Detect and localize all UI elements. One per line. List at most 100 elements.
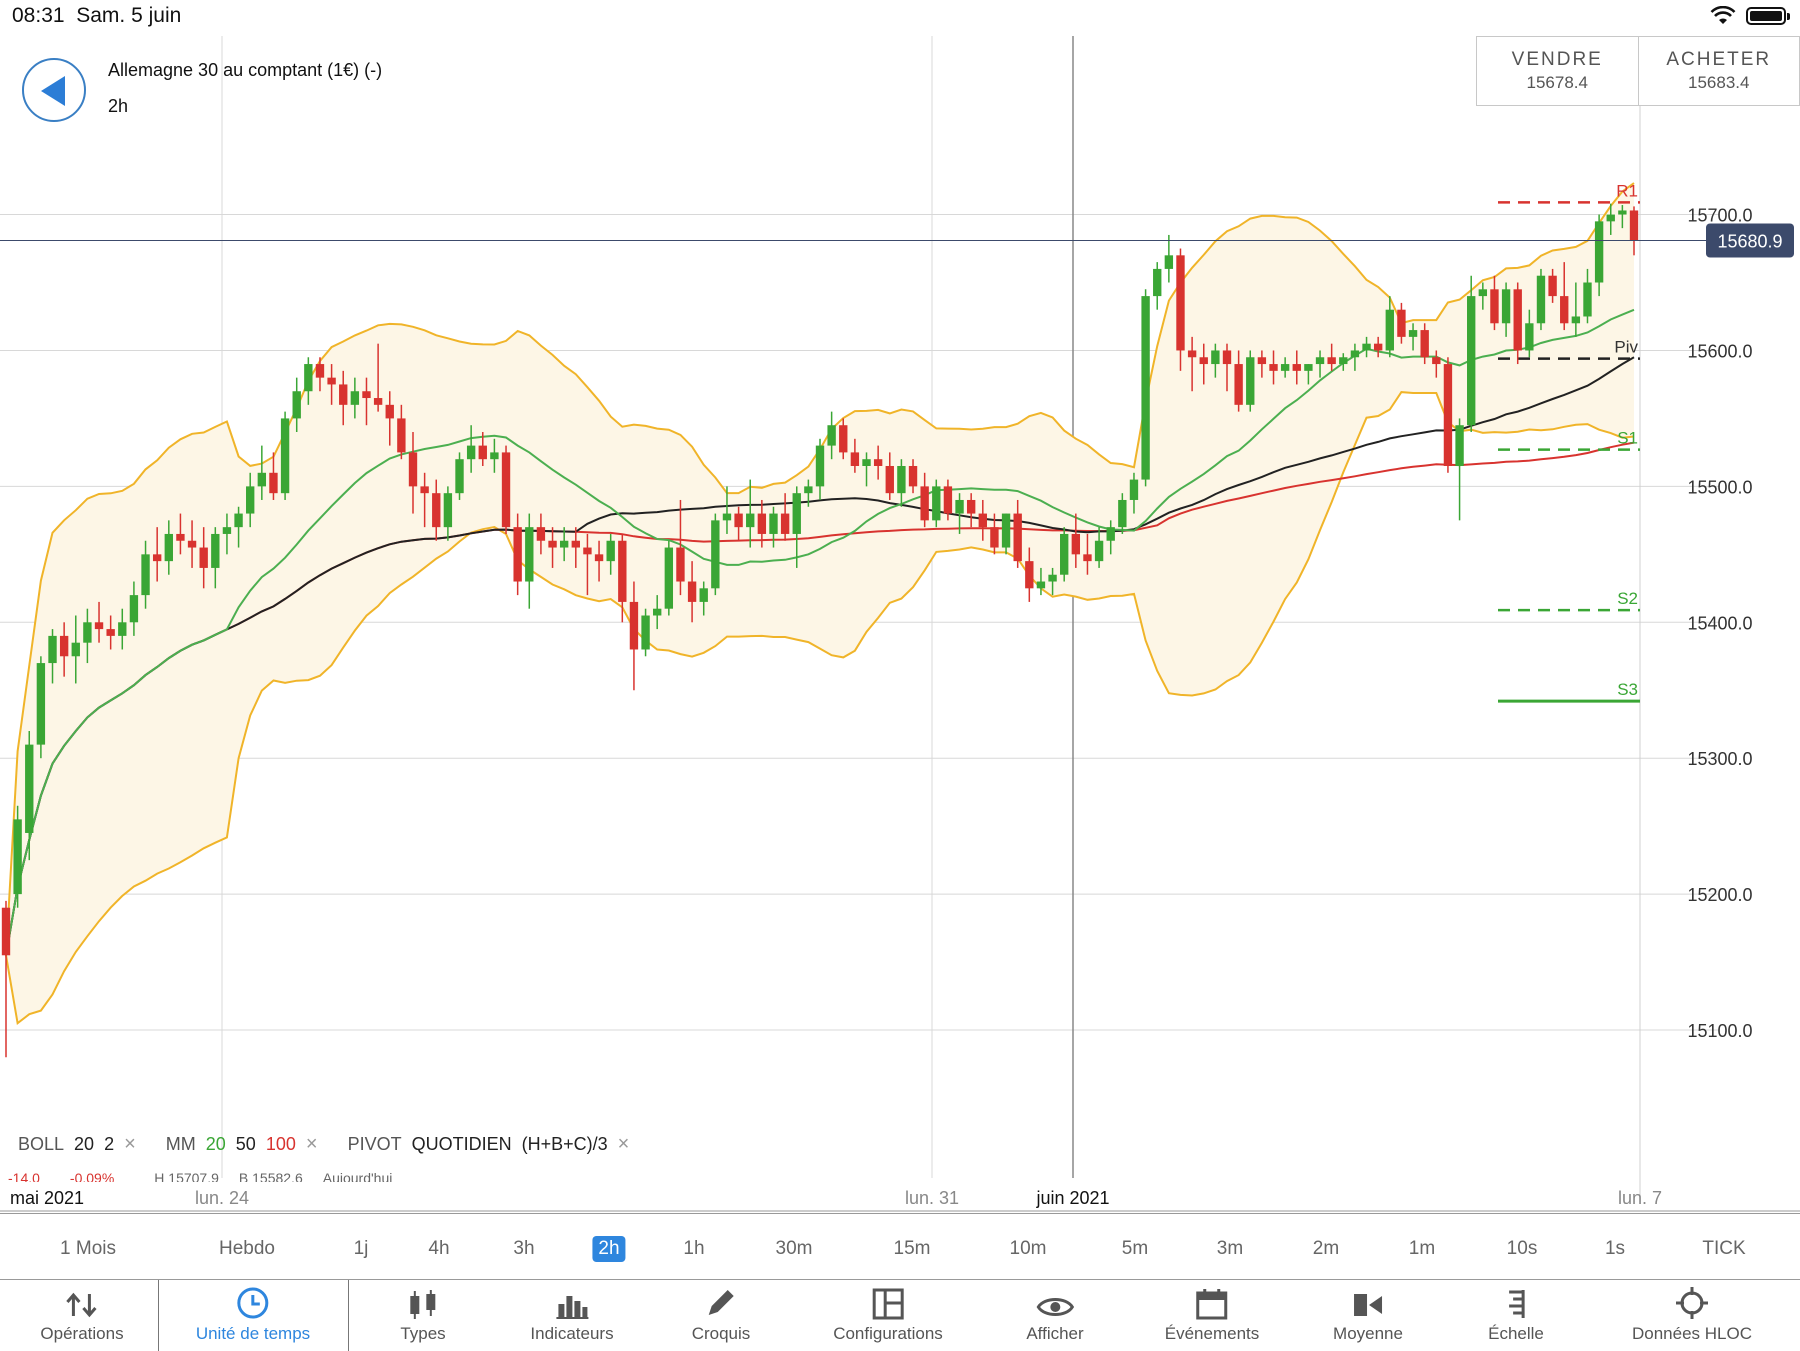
timeframe-option[interactable]: 30m: [775, 1238, 813, 1259]
candle: [327, 364, 336, 405]
candle: [1315, 350, 1325, 378]
candle-body: [606, 540, 615, 562]
price-chart[interactable]: 15700.0 15600.0 15500.0 15400.0 15300.0 15200…: [0, 0, 1800, 1213]
candle-body: [1536, 275, 1546, 324]
layout-icon: [833, 1280, 943, 1320]
toolbar-candles-button[interactable]: Types: [400, 1280, 446, 1351]
candle-body: [978, 513, 987, 528]
timeframe-option[interactable]: TICK: [1702, 1238, 1746, 1259]
candle-body: [1606, 214, 1615, 222]
candle: [734, 506, 743, 541]
candle-body: [443, 493, 453, 528]
candle: [59, 622, 69, 677]
candle-body: [839, 425, 848, 453]
candle: [478, 432, 487, 466]
candle: [187, 520, 197, 568]
toolbar-clock-button[interactable]: Unité de temps: [196, 1280, 310, 1351]
toolbar-arrows-updown-button[interactable]: Opérations: [40, 1280, 124, 1351]
boll-dev: 2: [104, 1134, 115, 1154]
candle: [373, 343, 383, 412]
candle-body: [1257, 357, 1267, 365]
candle-body: [1594, 221, 1604, 283]
candle-body: [501, 452, 511, 528]
toolbar-layout-button[interactable]: Configurations: [833, 1280, 943, 1351]
timeframe-option[interactable]: 10m: [1009, 1238, 1047, 1259]
toolbar-bars-button[interactable]: Indicateurs: [530, 1280, 614, 1351]
candle: [1327, 343, 1336, 371]
candle: [1234, 350, 1243, 412]
candle-body: [1094, 540, 1104, 562]
toolbar-crosshair-button[interactable]: Données HLOC: [1632, 1280, 1752, 1351]
sell-button[interactable]: VENDRE 15678.4: [1477, 37, 1638, 105]
candle: [1118, 493, 1127, 534]
candle: [1141, 289, 1150, 487]
candle: [1246, 350, 1255, 412]
indicator-legend: BOLL 20 2 × MM 20 50 100 × PIVOT QUOTIDI…: [18, 1133, 659, 1156]
candle-body: [676, 547, 685, 582]
candle: [513, 513, 522, 596]
timeframe-option[interactable]: 1s: [1604, 1238, 1626, 1259]
candle-body: [455, 459, 464, 494]
timeframe-option[interactable]: 1 Mois: [60, 1238, 116, 1259]
timeframe-option[interactable]: 10s: [1506, 1238, 1538, 1259]
candle-body: [943, 486, 953, 514]
remove-ma-icon[interactable]: ×: [305, 1133, 318, 1155]
candle: [629, 581, 639, 691]
toolbar-eye-button[interactable]: Afficher: [1026, 1280, 1084, 1351]
candle-body: [1280, 364, 1290, 371]
back-button[interactable]: [22, 58, 86, 122]
candle-body: [292, 391, 301, 419]
timeframe-option[interactable]: 15m: [893, 1238, 931, 1259]
candle-body: [897, 465, 906, 494]
timeframe-option[interactable]: 4h: [428, 1238, 450, 1259]
candle-body: [920, 486, 929, 521]
candle-body: [48, 635, 57, 664]
candle: [780, 493, 790, 541]
timeframe-option[interactable]: 2m: [1312, 1238, 1340, 1259]
remove-boll-icon[interactable]: ×: [124, 1133, 136, 1155]
buy-button[interactable]: ACHETER 15683.4: [1637, 37, 1800, 105]
candle-body: [1385, 309, 1394, 351]
timeframe-option[interactable]: 3h: [513, 1238, 535, 1259]
toolbar-calendar-button[interactable]: Événements: [1165, 1280, 1259, 1351]
y-tick-label: 15300.0: [1687, 749, 1752, 769]
toolbar-label: Indicateurs: [530, 1324, 614, 1343]
candle: [292, 377, 301, 433]
toolbar-camera-button[interactable]: Moyenne: [1333, 1280, 1403, 1351]
candle: [1269, 350, 1278, 385]
timeframe-option[interactable]: Hebdo: [219, 1238, 275, 1259]
status-time: 08:31: [12, 4, 65, 27]
candle-body: [1420, 330, 1429, 358]
timeframe-option[interactable]: 5m: [1121, 1238, 1149, 1259]
ma-name: MM: [165, 1134, 196, 1154]
timeframe-option[interactable]: 1m: [1408, 1238, 1436, 1259]
y-tick-label: 15700.0: [1687, 206, 1752, 226]
timeframe-option[interactable]: 1j: [353, 1238, 369, 1259]
x-tick-label: juin 2021: [1035, 1188, 1109, 1208]
candle-body: [1362, 343, 1371, 351]
candle-body: [1, 907, 11, 956]
toolbar-label: Données HLOC: [1631, 1324, 1753, 1343]
toolbar-scale-button[interactable]: Échelle: [1488, 1280, 1544, 1351]
buy-label: ACHETER: [1666, 49, 1772, 70]
candle: [408, 432, 418, 514]
candle-body: [1292, 364, 1301, 371]
candle: [676, 499, 685, 596]
toolbar-label: Croquis: [691, 1324, 751, 1343]
candle-body: [234, 513, 243, 528]
candle-body: [1478, 289, 1488, 297]
candle-body: [757, 513, 767, 534]
candle: [1339, 353, 1348, 371]
candle-body: [222, 527, 232, 534]
timeframe-option[interactable]: 3m: [1216, 1238, 1244, 1259]
candle-body: [59, 635, 69, 657]
candle: [199, 527, 208, 589]
timeframe-option[interactable]: 2h: [592, 1236, 626, 1262]
toolbar-pencil-button[interactable]: Croquis: [691, 1280, 751, 1351]
candle-body: [862, 459, 871, 466]
timeframe-option[interactable]: 1h: [683, 1238, 705, 1259]
remove-pivot-icon[interactable]: ×: [617, 1133, 630, 1155]
candle-body: [1036, 581, 1046, 589]
candle-body: [594, 554, 604, 562]
candle: [1350, 343, 1360, 371]
